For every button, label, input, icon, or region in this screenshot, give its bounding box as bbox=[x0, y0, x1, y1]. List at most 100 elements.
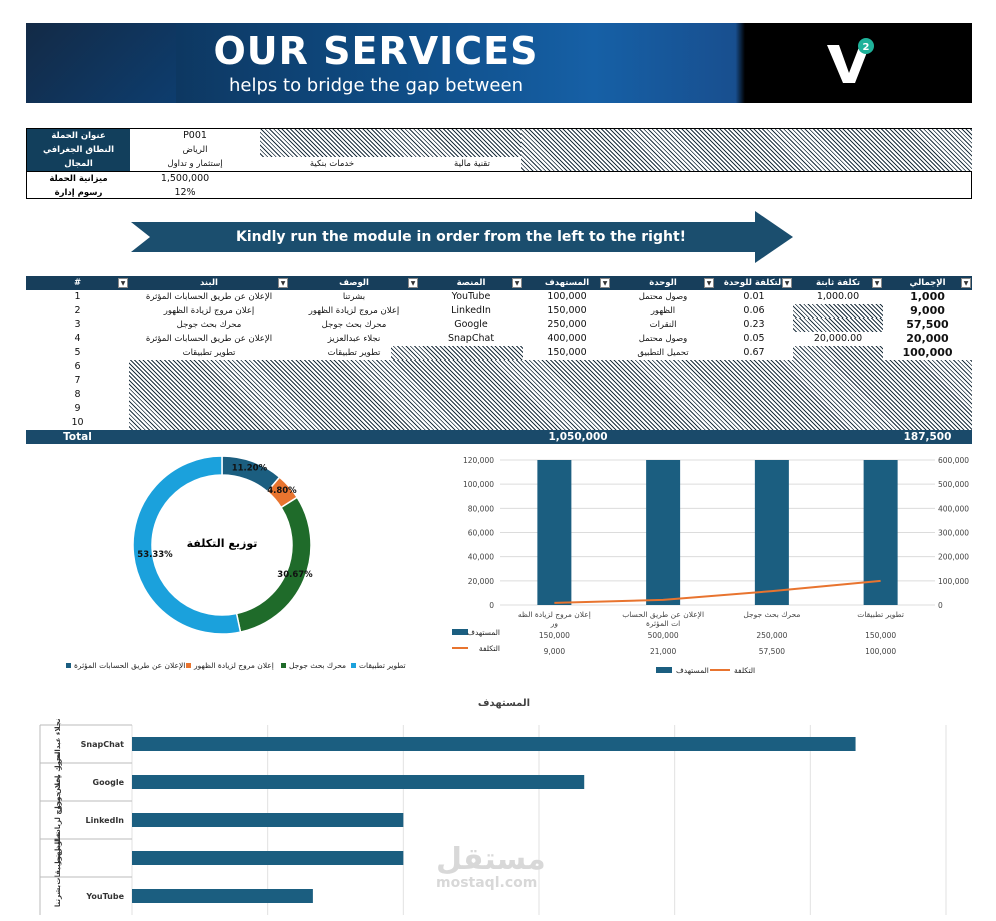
row-target[interactable]: 150,000 bbox=[547, 305, 587, 316]
row-item[interactable]: إعلان مروج لزيادة الظهور bbox=[163, 306, 255, 316]
budget-label: ميزانية الحملة bbox=[49, 174, 108, 184]
row-target[interactable]: 250,000 bbox=[547, 319, 587, 330]
total-cost: 187,500 bbox=[903, 431, 952, 443]
col-header-item[interactable]: البند ▼ bbox=[129, 276, 289, 290]
y-right-tick: 300,000 bbox=[938, 529, 969, 538]
filter-dropdown-icon[interactable]: ▼ bbox=[961, 278, 971, 288]
row-fixed-cost bbox=[793, 304, 883, 318]
combo-bar bbox=[754, 460, 789, 605]
row-desc[interactable]: نجلاء عبدالعزيز bbox=[327, 334, 381, 344]
row-item[interactable]: الإعلان عن طريق الحسابات المؤثرة bbox=[145, 292, 273, 302]
row-target[interactable]: 150,000 bbox=[547, 347, 587, 358]
col-header-desc[interactable]: الوصف ▼ bbox=[289, 276, 419, 290]
row-desc[interactable]: إعلان مروج لزيادة الظهور bbox=[308, 306, 400, 316]
campaign-title-label: عنوان الحملة bbox=[27, 129, 130, 143]
legend-label: تطوير تطبيقات bbox=[359, 661, 406, 670]
filter-dropdown-icon[interactable]: ▼ bbox=[600, 278, 610, 288]
row-num: 7 bbox=[74, 375, 81, 386]
col-header-num[interactable]: # ▼ bbox=[26, 276, 129, 290]
filter-dropdown-icon[interactable]: ▼ bbox=[408, 278, 418, 288]
row-platform[interactable]: SnapChat bbox=[447, 333, 495, 344]
hatched-area bbox=[260, 129, 521, 157]
banner-photo bbox=[26, 23, 176, 103]
x-category-label: محرك بحث جوجل bbox=[743, 610, 800, 619]
field-value[interactable]: إستثمار و تداول bbox=[167, 159, 223, 169]
col-header-unit-cost[interactable]: التكلفة للوحدة ▼ bbox=[715, 276, 793, 290]
hbar-group-label: محرك بحث جوجل bbox=[54, 752, 62, 813]
row-target[interactable]: 100,000 bbox=[547, 291, 587, 302]
row-unit-cost[interactable]: 0.67 bbox=[743, 347, 765, 358]
row-platform[interactable]: YouTube bbox=[451, 291, 491, 302]
campaign-title-value[interactable]: P001 bbox=[183, 130, 207, 141]
row-platform[interactable]: LinkedIn bbox=[451, 305, 491, 316]
filter-dropdown-icon[interactable]: ▼ bbox=[512, 278, 522, 288]
row-fixed-cost[interactable]: 1,000.00 bbox=[816, 291, 860, 302]
geo-scope-label: النطاق الجغرافي bbox=[27, 143, 130, 157]
row-unit-cost[interactable]: 0.05 bbox=[743, 333, 765, 344]
col-header-fixed-cost[interactable]: تكلفة ثابتة ▼ bbox=[793, 276, 883, 290]
row-unit-cost[interactable]: 0.01 bbox=[743, 291, 765, 302]
hbar-bar bbox=[132, 775, 585, 789]
row-unit[interactable]: وصول محتمل bbox=[638, 292, 688, 302]
row-total: 1,000 bbox=[910, 290, 945, 303]
filter-dropdown-icon[interactable]: ▼ bbox=[782, 278, 792, 288]
row-desc[interactable]: بشرتنا bbox=[342, 292, 366, 302]
filter-dropdown-icon[interactable]: ▼ bbox=[278, 278, 288, 288]
row-platform[interactable]: Google bbox=[454, 319, 488, 330]
filter-dropdown-icon[interactable]: ▼ bbox=[872, 278, 882, 288]
total-label: Total bbox=[63, 431, 92, 443]
row-unit[interactable]: تحميل التطبيق bbox=[637, 348, 689, 358]
row-item[interactable]: تطوير تطبيقات bbox=[182, 348, 236, 358]
arrow-text: Kindly run the module in order from the … bbox=[235, 229, 687, 245]
y-left-tick: 0 bbox=[489, 601, 494, 610]
y-right-tick: 600,000 bbox=[938, 456, 969, 465]
row-num: 8 bbox=[74, 389, 81, 400]
donut-slice bbox=[132, 455, 242, 635]
hbar-platform-label: YouTube bbox=[85, 892, 124, 901]
row-num: 9 bbox=[74, 403, 81, 414]
banner-title: OUR SERVICES bbox=[213, 29, 539, 73]
y-left-tick: 40,000 bbox=[468, 553, 494, 562]
x-category-label: ور bbox=[550, 619, 559, 628]
col-header-total[interactable]: الإجمالي ▼ bbox=[883, 276, 972, 290]
row-unit-cost[interactable]: 0.06 bbox=[743, 305, 765, 316]
col-header-target[interactable]: المستهدف ▼ bbox=[523, 276, 611, 290]
geo-scope-value[interactable]: الرياض bbox=[182, 145, 208, 155]
hbar-bar bbox=[132, 737, 856, 751]
row-unit-cost[interactable]: 0.23 bbox=[743, 319, 765, 330]
row-item[interactable]: الإعلان عن طريق الحسابات المؤثرة bbox=[145, 334, 273, 344]
legend-label: الإعلان عن طريق الحسابات المؤثرة bbox=[74, 661, 185, 670]
x-category-label: الإعلان عن طريق الحساب bbox=[622, 610, 704, 619]
combo-bar bbox=[863, 460, 898, 605]
row-fixed-cost[interactable]: 20,000.00 bbox=[813, 333, 863, 344]
y-left-tick: 60,000 bbox=[468, 529, 494, 538]
col-header-unit[interactable]: الوحدة ▼ bbox=[611, 276, 715, 290]
row-desc[interactable]: محرك بحث جوجل bbox=[321, 320, 387, 330]
combo-bar bbox=[537, 460, 572, 605]
row-unit[interactable]: وصول محتمل bbox=[638, 334, 688, 344]
budget-value[interactable]: 1,500,000 bbox=[160, 173, 210, 184]
field-option-banking[interactable]: خدمات بنكية bbox=[309, 159, 355, 169]
row-target[interactable]: 400,000 bbox=[547, 333, 587, 344]
x-category-label: ات المؤثرة bbox=[646, 619, 680, 628]
y-right-tick: 500,000 bbox=[938, 480, 969, 489]
hbar-platform-label: SnapChat bbox=[81, 740, 125, 749]
run-module-arrow[interactable]: Kindly run the module in order from the … bbox=[131, 211, 793, 263]
col-header-platform[interactable]: المنصة ▼ bbox=[419, 276, 523, 290]
row-item[interactable]: محرك بحث جوجل bbox=[176, 320, 242, 330]
table-row: 4 الإعلان عن طريق الحسابات المؤثرة نجلاء… bbox=[26, 332, 972, 346]
donut-value-label: 11.20% bbox=[232, 463, 268, 473]
total-target: 1,050,000 bbox=[548, 431, 608, 443]
filter-dropdown-icon[interactable]: ▼ bbox=[704, 278, 714, 288]
filter-dropdown-icon[interactable]: ▼ bbox=[118, 278, 128, 288]
legend-swatch bbox=[351, 663, 356, 668]
x-category-label: تطوير تطبيقات bbox=[857, 610, 904, 619]
row-unit[interactable]: النقرات bbox=[649, 320, 677, 330]
legend-label: المستهدف bbox=[676, 666, 709, 675]
mgmt-fee-value[interactable]: 12% bbox=[174, 187, 196, 198]
field-option-fintech[interactable]: تقنية مالية bbox=[454, 159, 490, 169]
row-unit[interactable]: الظهور bbox=[650, 306, 676, 316]
target-horizontal-bar-chart: المستهدف نجلاء عبدالعزيز SnapChat محرك بحث … bbox=[39, 698, 947, 915]
datatable-target: 500,000 bbox=[648, 631, 679, 640]
row-desc[interactable]: تطوير تطبيقات bbox=[327, 348, 381, 358]
